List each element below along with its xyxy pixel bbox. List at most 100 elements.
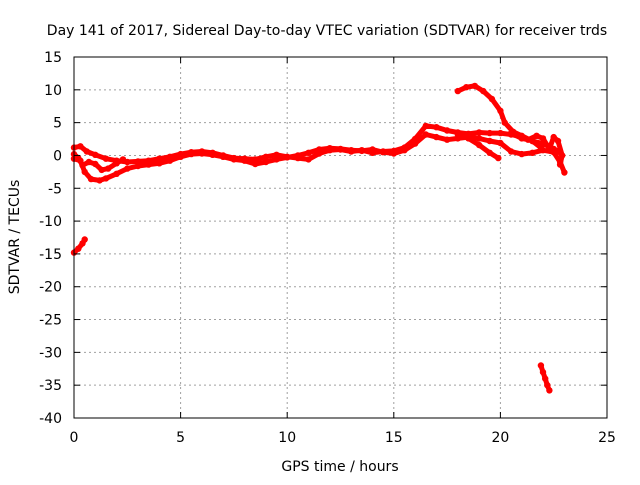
data-point <box>145 161 152 168</box>
data-point <box>497 107 504 115</box>
data-point <box>166 157 174 164</box>
data-point <box>113 170 120 177</box>
data-point <box>75 154 82 162</box>
data-point <box>546 387 553 394</box>
data-point <box>252 160 259 168</box>
data-point <box>475 141 483 149</box>
x-tick-label: 5 <box>176 430 185 446</box>
data-point <box>486 129 493 137</box>
series-track-descent <box>454 131 502 162</box>
data-point <box>544 382 551 389</box>
data-point <box>411 140 419 147</box>
data-point <box>92 160 99 168</box>
data-point <box>98 166 105 174</box>
x-tick-label: 25 <box>598 430 616 446</box>
data-point <box>497 129 504 137</box>
data-point <box>486 137 493 145</box>
data-point <box>326 145 333 152</box>
data-point <box>561 169 568 176</box>
data-point <box>220 153 227 160</box>
y-tick-label: -15 <box>39 247 62 263</box>
data-point <box>358 147 365 155</box>
data-point <box>284 154 291 161</box>
data-point <box>262 158 270 166</box>
data-point <box>77 143 84 150</box>
data-point <box>401 147 408 154</box>
y-tick-label: -20 <box>39 280 62 296</box>
data-point <box>488 95 496 103</box>
data-point <box>422 122 429 130</box>
y-tick-label: 5 <box>53 116 62 132</box>
data-point <box>379 149 387 156</box>
data-point <box>348 147 355 154</box>
data-point <box>554 137 562 145</box>
data-point <box>501 119 508 126</box>
data-point <box>273 151 280 158</box>
data-point <box>486 149 493 156</box>
data-point <box>443 127 451 134</box>
data-point <box>134 162 142 170</box>
data-point <box>454 131 461 138</box>
data-point <box>230 156 238 163</box>
data-point <box>241 157 248 164</box>
series-track-wiggle-start <box>70 150 127 174</box>
data-point <box>550 133 557 141</box>
plot-frame <box>73 56 608 419</box>
series-track-main-lower <box>70 131 568 184</box>
y-tick-label: -40 <box>39 411 62 427</box>
series-track-outlier-low-right <box>537 362 553 394</box>
data-point <box>102 155 110 162</box>
data-point <box>539 135 547 142</box>
data-point <box>177 153 184 160</box>
data-point <box>337 145 344 153</box>
data-point <box>507 148 515 155</box>
data-point <box>87 175 95 183</box>
data-layer <box>70 82 568 394</box>
data-point <box>305 156 312 163</box>
data-point <box>475 129 483 136</box>
y-tick-label: 10 <box>44 83 62 99</box>
data-point <box>443 136 451 143</box>
data-point <box>198 150 206 157</box>
grid-layer <box>74 57 607 418</box>
y-tick-label: -5 <box>48 181 62 197</box>
y-tick-label: -35 <box>39 378 62 394</box>
y-axis-label: SDTVAR / TECUs <box>7 180 23 295</box>
data-point <box>75 245 82 252</box>
data-point <box>305 149 312 156</box>
data-point <box>546 145 553 153</box>
data-point <box>369 146 376 153</box>
data-point <box>433 124 440 131</box>
data-point <box>156 160 163 167</box>
data-point <box>542 375 549 382</box>
data-point <box>85 158 93 166</box>
data-point <box>539 368 547 376</box>
data-point <box>124 165 131 172</box>
data-point <box>134 158 142 165</box>
data-point <box>262 153 270 160</box>
data-point <box>92 151 99 158</box>
data-point <box>433 133 440 141</box>
y-tick-label: -25 <box>39 313 62 329</box>
data-point <box>497 139 504 147</box>
y-tick-label: -30 <box>39 345 62 361</box>
data-point <box>556 161 564 168</box>
data-point <box>507 129 515 137</box>
series-trail <box>508 130 565 168</box>
data-point <box>83 148 91 155</box>
data-point <box>113 160 120 167</box>
y-tick-label: 15 <box>44 50 62 66</box>
data-point <box>102 175 110 182</box>
tick-layer: -40 -35 -30 -25 -20 -15 -10 -5 0 5 10 15 0 5 10 15 20 25 <box>39 50 616 446</box>
data-point <box>96 177 103 184</box>
y-tick-label: -10 <box>39 214 62 230</box>
data-point <box>518 135 525 142</box>
series-track-end-cluster <box>507 129 566 168</box>
data-point <box>533 132 540 139</box>
data-point <box>454 87 461 95</box>
data-point <box>559 152 566 159</box>
data-point <box>81 168 88 176</box>
data-point <box>465 135 472 142</box>
data-point <box>209 151 216 158</box>
